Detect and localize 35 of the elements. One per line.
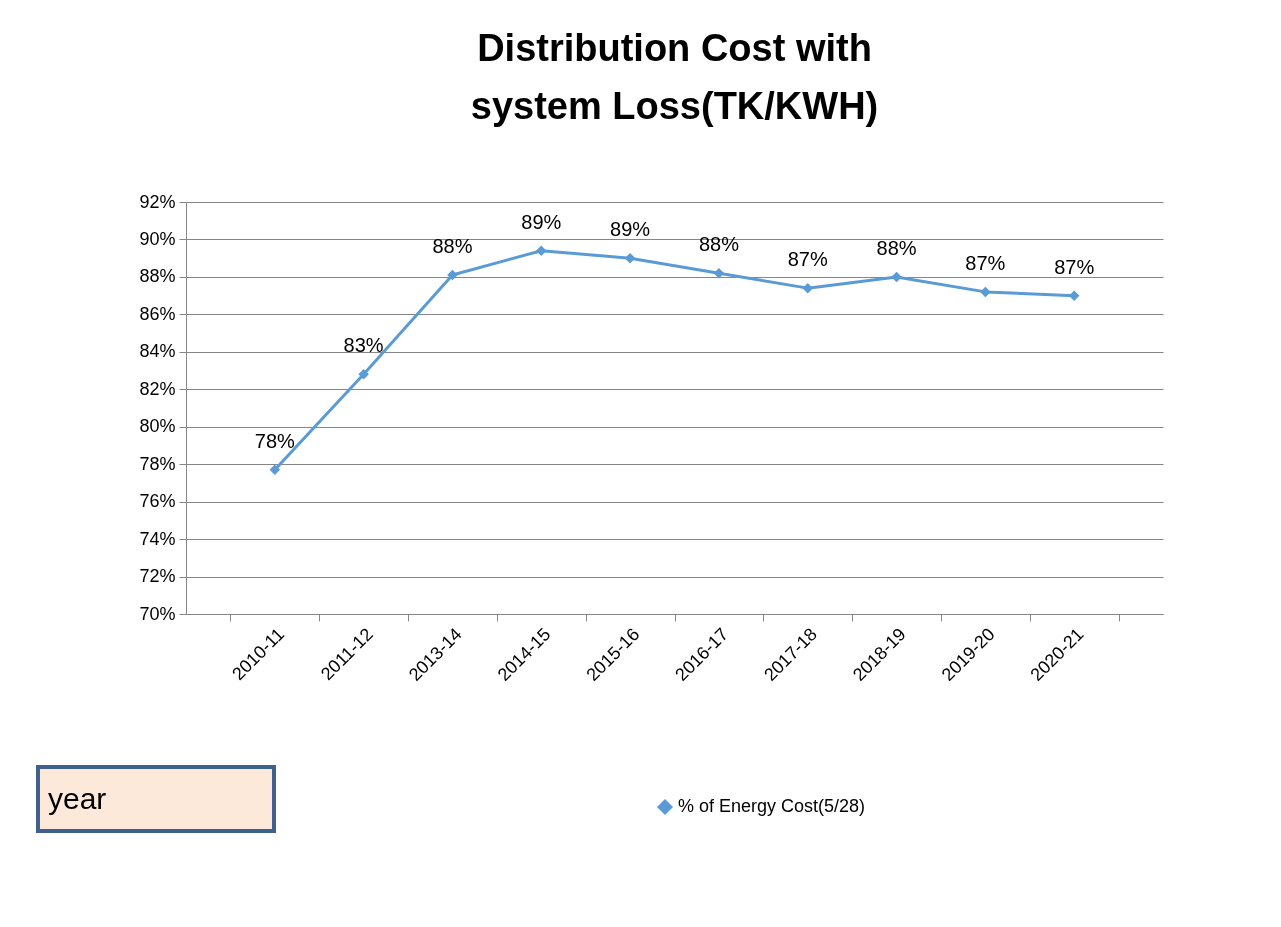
point <box>713 267 725 279</box>
point <box>891 271 902 283</box>
point <box>269 464 281 476</box>
y-tick-label: 76% <box>139 491 176 512</box>
y-tick-label: 92% <box>139 191 176 212</box>
y-tick-label: 70% <box>139 603 176 624</box>
text: Distribution Cost with <box>477 27 872 69</box>
data-label: 83% <box>343 334 384 357</box>
y-tick-label: 82% <box>139 378 176 399</box>
data-label: 78% <box>254 429 296 452</box>
y-tick-label: 86% <box>139 303 176 324</box>
data-label: 89% <box>610 218 651 241</box>
data-label: 88% <box>876 236 917 259</box>
y-tick-label: 88% <box>139 266 176 287</box>
y-tick-label: 78% <box>139 453 176 474</box>
y-tick-label: 74% <box>139 528 176 549</box>
point <box>802 282 813 294</box>
data-label: 88% <box>432 235 473 258</box>
point <box>447 269 458 281</box>
legend-label: % of Energy Cost(5/28) <box>678 796 866 816</box>
point <box>624 252 636 264</box>
point <box>980 286 991 298</box>
y-tick-label: 90% <box>139 228 176 249</box>
data-label: 88% <box>698 233 740 256</box>
text: system Loss(TK/KWH) <box>470 85 879 127</box>
text: year <box>36 765 276 833</box>
y-tick-label: 80% <box>139 416 176 437</box>
data-label: 89% <box>521 210 562 233</box>
point <box>536 245 547 256</box>
y-tick-label: 84% <box>139 341 176 362</box>
point <box>358 369 369 380</box>
y-tick-label: 72% <box>139 566 176 587</box>
data-label: 87% <box>1054 255 1095 278</box>
data-label: 87% <box>787 248 828 271</box>
data-label: 87% <box>965 251 1006 274</box>
